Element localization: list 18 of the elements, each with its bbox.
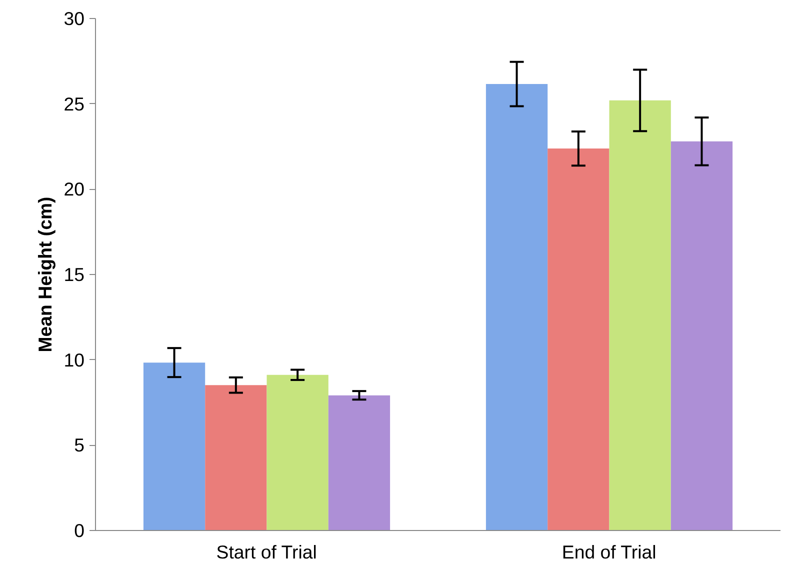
- bar: [143, 362, 206, 530]
- y-tick-label: 0: [74, 520, 85, 541]
- bar: [205, 385, 267, 530]
- x-tick-label: End of Trial: [562, 542, 656, 562]
- y-tick-label: 20: [64, 178, 85, 200]
- bar: [266, 374, 328, 530]
- y-tick-label: 10: [64, 349, 85, 370]
- bar: [670, 141, 733, 530]
- bar: [486, 84, 548, 530]
- y-tick-label: 15: [64, 264, 85, 285]
- y-axis-title: Mean Height (cm): [34, 196, 56, 352]
- y-tick-label: 30: [64, 8, 85, 29]
- y-tick-label: 5: [74, 434, 85, 456]
- bar: [328, 395, 390, 530]
- y-tick-label: 25: [64, 93, 85, 114]
- bar: [548, 148, 610, 530]
- x-tick-label: Start of Trial: [216, 542, 317, 562]
- bar: [609, 100, 671, 530]
